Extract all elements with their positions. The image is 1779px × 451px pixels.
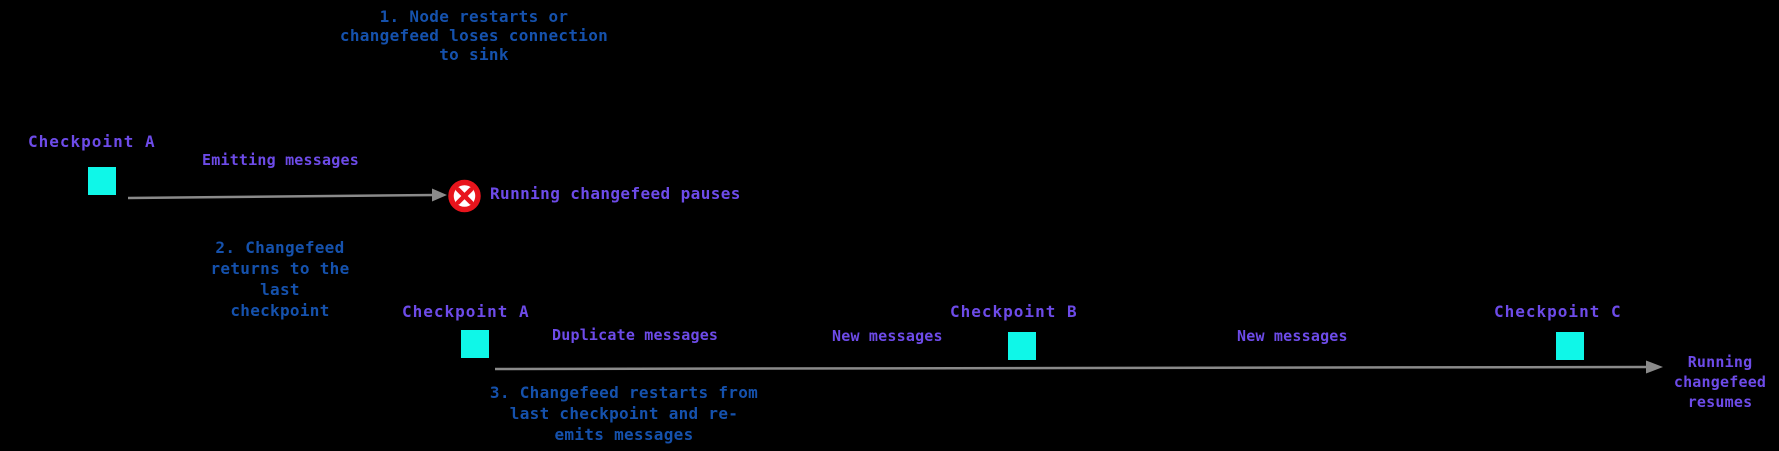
note-step-2: 2. Changefeed returns to the last checkp… (210, 238, 350, 320)
running-changefeed-resumes-label: Running changefeed resumes (1673, 353, 1767, 411)
checkpoint-a-marker-bottom (461, 330, 489, 358)
note-step-1: 1. Node restarts or changefeed loses con… (339, 7, 609, 64)
error-x-circle-icon (448, 179, 481, 213)
running-changefeed-pauses-label: Running changefeed pauses (490, 184, 741, 203)
checkpoint-a-label-top: Checkpoint A (28, 132, 156, 151)
checkpoint-a-marker-top (88, 167, 116, 195)
arrowhead-top (432, 188, 447, 202)
arrowhead-bottom (1646, 360, 1663, 374)
timeline-arrow-bottom (494, 365, 1649, 371)
error-icon-x-stroke-2 (455, 187, 474, 205)
checkpoint-c-marker (1556, 332, 1584, 360)
duplicate-messages-label: Duplicate messages (552, 326, 719, 344)
new-messages-label-2: New messages (1237, 327, 1348, 345)
checkpoint-c-label: Checkpoint C (1494, 302, 1622, 321)
timeline-arrow-top (127, 193, 437, 200)
checkpoint-a-label-bottom: Checkpoint A (402, 302, 530, 321)
checkpoint-b-marker (1008, 332, 1036, 360)
new-messages-label-1: New messages (832, 327, 943, 345)
note-step-3: 3. Changefeed restarts from last checkpo… (489, 383, 759, 444)
checkpoint-b-label: Checkpoint B (950, 302, 1078, 321)
emitting-messages-label: Emitting messages (202, 151, 359, 169)
